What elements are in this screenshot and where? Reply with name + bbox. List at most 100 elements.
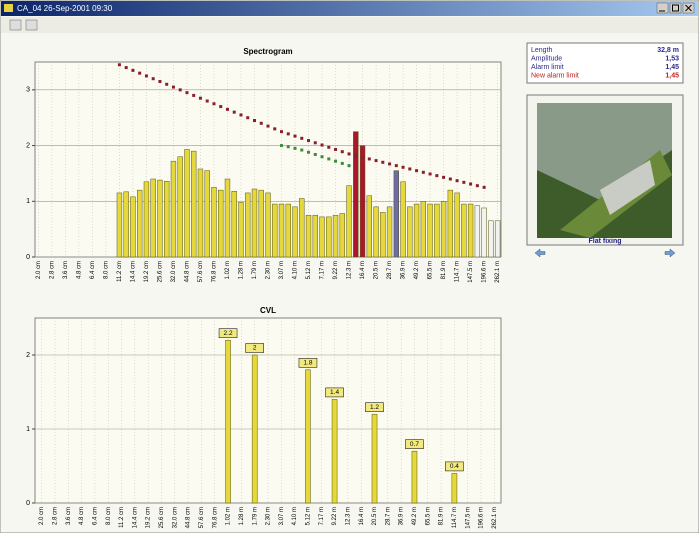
bar	[380, 212, 386, 258]
info-label: Amplitude	[531, 55, 562, 62]
limit-dot	[286, 145, 290, 149]
limit-dot	[198, 96, 202, 100]
limit-dot	[347, 164, 351, 168]
limit-dot	[131, 68, 135, 72]
x-tick-label: 57.6 cm	[199, 507, 205, 528]
limit-dot	[178, 88, 182, 92]
next-arrow[interactable]	[664, 248, 676, 258]
bar	[299, 198, 305, 258]
limit-dot	[421, 170, 425, 174]
bar	[319, 216, 325, 258]
x-tick-label: 8.0 cm	[103, 261, 109, 279]
x-tick-label: 8.0 cm	[106, 507, 112, 525]
limit-dot	[300, 136, 304, 140]
data-label: 1.8	[303, 360, 312, 367]
info-label: Alarm limit	[531, 64, 564, 71]
limit-dot	[151, 77, 155, 81]
bar	[467, 203, 474, 258]
x-tick-label: 65.5 m	[428, 261, 434, 279]
bar	[218, 189, 224, 258]
bar	[312, 214, 318, 258]
y-tick-label: 0	[26, 500, 30, 507]
limit-dot	[124, 66, 128, 70]
bar	[251, 354, 258, 504]
x-tick-label: 2.30 m	[266, 261, 272, 279]
photo-plate	[600, 160, 655, 215]
bar	[238, 202, 244, 258]
limit-dot	[171, 85, 175, 89]
prev-arrow[interactable]	[534, 248, 546, 258]
bar	[339, 213, 345, 258]
tool-button[interactable]	[9, 19, 22, 31]
x-tick-label: 7.17 m	[320, 261, 326, 279]
x-tick-label: 7.17 m	[319, 507, 325, 525]
x-tick-label: 2.8 cm	[53, 507, 59, 525]
info-label: New alarm limit	[531, 72, 579, 79]
bar	[285, 203, 291, 258]
limit-dot	[165, 82, 169, 86]
window-title: CA_04 26-Sep-2001 09:30	[17, 4, 113, 13]
x-tick-label: 25.6 cm	[158, 261, 164, 282]
bar	[413, 203, 420, 258]
y-tick-label: 2	[26, 352, 30, 359]
x-tick-label: 28.7 m	[387, 261, 393, 279]
x-tick-label: 44.8 cm	[185, 261, 191, 282]
limit-dot	[354, 154, 358, 158]
limit-dot	[307, 150, 311, 154]
x-tick-label: 49.2 m	[414, 261, 420, 279]
limit-dot	[442, 175, 446, 179]
bar	[461, 203, 467, 258]
x-tick-label: 2.30 m	[266, 507, 272, 525]
x-tick-label: 25.6 cm	[159, 507, 165, 528]
bar	[265, 192, 271, 258]
limit-dot	[246, 116, 250, 120]
toolbar	[1, 17, 698, 33]
maximize-glyph	[672, 4, 679, 12]
bar	[116, 192, 123, 258]
limit-dot	[232, 110, 236, 114]
x-tick-label: 5.12 m	[306, 261, 312, 279]
limit-dot	[280, 144, 284, 148]
info-value: 1,45	[665, 72, 679, 79]
bar	[191, 150, 197, 258]
limit-dot	[408, 167, 412, 171]
minimize[interactable]	[656, 2, 669, 14]
x-tick-label: 114.7 m	[452, 507, 458, 528]
title-bar	[1, 1, 698, 16]
x-tick-label: 196.6 m	[479, 507, 485, 529]
bar	[278, 203, 285, 258]
print-button[interactable]	[25, 19, 38, 31]
bar	[292, 206, 298, 258]
bar	[123, 191, 129, 258]
limit-dot	[239, 113, 243, 117]
data-label-box	[245, 343, 264, 353]
limit-dot	[469, 182, 473, 186]
limit-dot	[138, 71, 142, 75]
limit-dot	[327, 157, 331, 161]
bar	[143, 181, 150, 258]
bar	[346, 185, 352, 258]
info-box	[526, 42, 684, 84]
x-tick-label: 114.7 m	[455, 261, 461, 282]
limit-dot	[313, 141, 317, 145]
x-tick-label: 19.2 cm	[146, 507, 152, 528]
limit-dot	[415, 169, 419, 173]
maximize[interactable]	[669, 2, 682, 14]
bar	[353, 131, 359, 258]
limit-dot	[374, 159, 378, 163]
data-label-box	[218, 328, 238, 339]
app-icon	[4, 4, 13, 12]
limit-dot	[347, 152, 351, 156]
x-tick-label: 81.9 m	[439, 507, 445, 525]
limit-dot	[219, 105, 223, 109]
data-label: 2	[253, 345, 257, 352]
data-label-box	[365, 402, 384, 413]
data-label-box	[298, 357, 318, 368]
info-value: 1,45	[665, 64, 679, 71]
x-tick-label: 1.28 m	[239, 261, 245, 279]
limit-dot	[313, 152, 317, 156]
limit-dot	[293, 146, 297, 150]
info-label: Length	[531, 47, 553, 54]
window-buttons[interactable]	[656, 2, 695, 14]
x-tick-label: 1.02 m	[226, 507, 232, 525]
